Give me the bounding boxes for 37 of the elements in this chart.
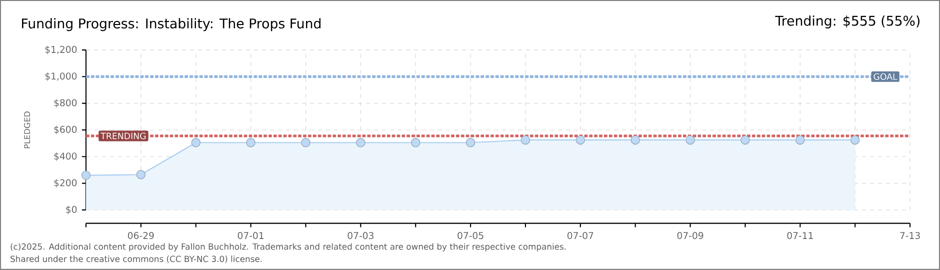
x-tick-label: 7-13: [900, 232, 920, 240]
point: [630, 135, 640, 145]
x-tick-label: 07-05: [458, 232, 484, 240]
point: [136, 170, 146, 180]
point: [246, 138, 256, 148]
point: [81, 170, 91, 180]
x-tick-label: 07-11: [787, 232, 813, 240]
point: [740, 135, 750, 145]
y-axis-title: PLEDGED: [24, 112, 30, 148]
point: [796, 135, 805, 145]
x-tick-label: 07-03: [348, 232, 374, 240]
y-tick-label: $800: [54, 99, 77, 108]
point: [191, 138, 200, 148]
x-tick-label: 07-09: [677, 232, 704, 240]
y-tick-label: $400: [54, 152, 77, 161]
text: (c)2025. Additional content provided by Fallon Buchholz. Trademarks and related content are owned by their respective companies.: [10, 243, 566, 252]
y-tick-label: $1,200: [45, 46, 77, 54]
point: [576, 135, 586, 145]
x-tick-label: 07-01: [238, 232, 264, 240]
point: [410, 138, 420, 148]
point: [301, 138, 310, 148]
text: Shared under the creative commons (CC BY-NC 3.0) license.: [10, 256, 262, 264]
point: [466, 138, 476, 148]
ref-line-label: TRENDING: [100, 132, 146, 140]
y-tick-label: $0: [66, 206, 77, 214]
ref-line-label: GOAL: [874, 73, 898, 80]
x-tick-label: 07-07: [567, 232, 594, 240]
y-tick-label: $600: [54, 126, 77, 134]
point: [356, 138, 366, 148]
chart-subtitle: Trending: $555 (55%): [775, 16, 920, 28]
chart-title: Funding Progress: Instability: The Props Fund: [22, 18, 320, 32]
y-tick-label: $200: [54, 179, 77, 188]
point: [686, 135, 695, 145]
y-tick-label: $1,000: [45, 72, 77, 81]
point: [520, 135, 530, 145]
point: [850, 135, 860, 145]
x-tick-label: 06-29: [128, 232, 154, 240]
